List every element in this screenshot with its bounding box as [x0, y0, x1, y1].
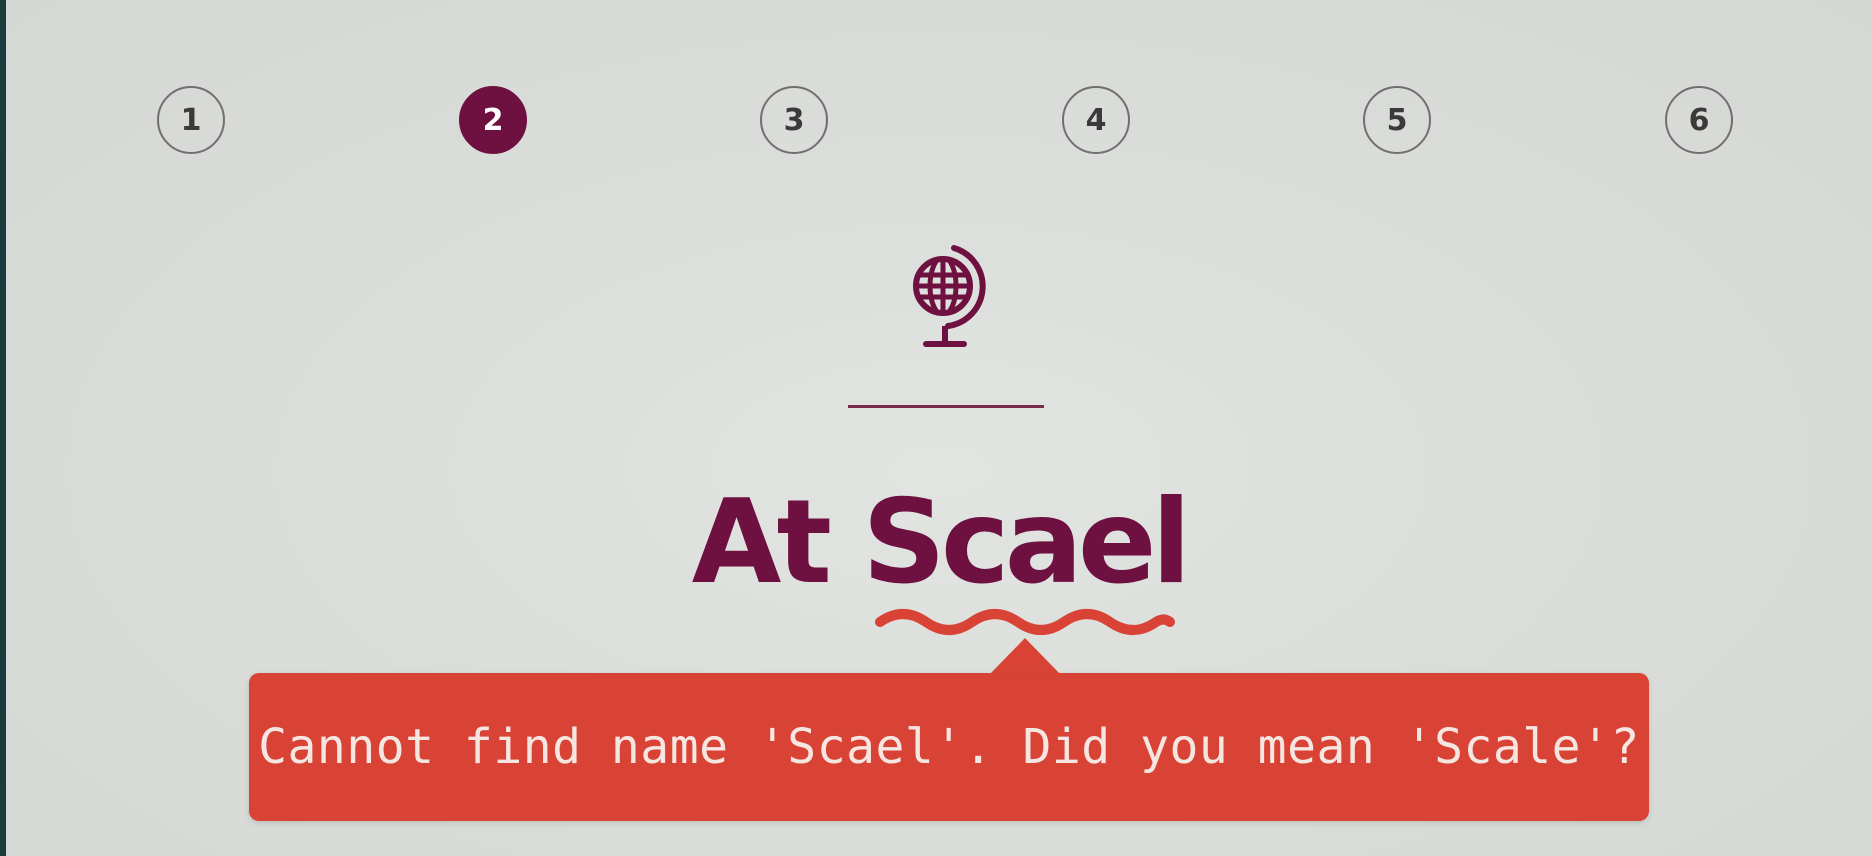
misspelled-word[interactable]: Scael: [862, 475, 1191, 610]
step-4-label: 4: [1085, 102, 1107, 138]
error-message: Cannot find name 'Scael'. Did you mean '…: [258, 719, 1640, 775]
step-1-label: 1: [180, 102, 202, 138]
tooltip-pointer: [989, 638, 1061, 675]
step-4[interactable]: 4: [1062, 86, 1130, 154]
spelling-error-squiggle: [875, 609, 1175, 635]
step-3[interactable]: 3: [760, 86, 828, 154]
step-6-label: 6: [1688, 102, 1710, 138]
slide-title: At Scael: [6, 478, 1872, 608]
error-tooltip: Cannot find name 'Scael'. Did you mean '…: [249, 673, 1649, 821]
title-divider: [848, 405, 1044, 408]
step-2-label: 2: [482, 102, 504, 138]
step-5[interactable]: 5: [1363, 86, 1431, 154]
step-indicator: 1 2 3 4 5 6: [6, 0, 1872, 220]
step-1[interactable]: 1: [157, 86, 225, 154]
title-prefix: At: [691, 475, 863, 610]
step-2-current[interactable]: 2: [459, 86, 527, 154]
globe-icon: [913, 245, 986, 347]
step-5-label: 5: [1386, 102, 1408, 138]
step-3-label: 3: [783, 102, 805, 138]
step-6[interactable]: 6: [1665, 86, 1733, 154]
slide-canvas: 1 2 3 4 5 6 At Scael Cannot find name 'S…: [6, 0, 1872, 856]
